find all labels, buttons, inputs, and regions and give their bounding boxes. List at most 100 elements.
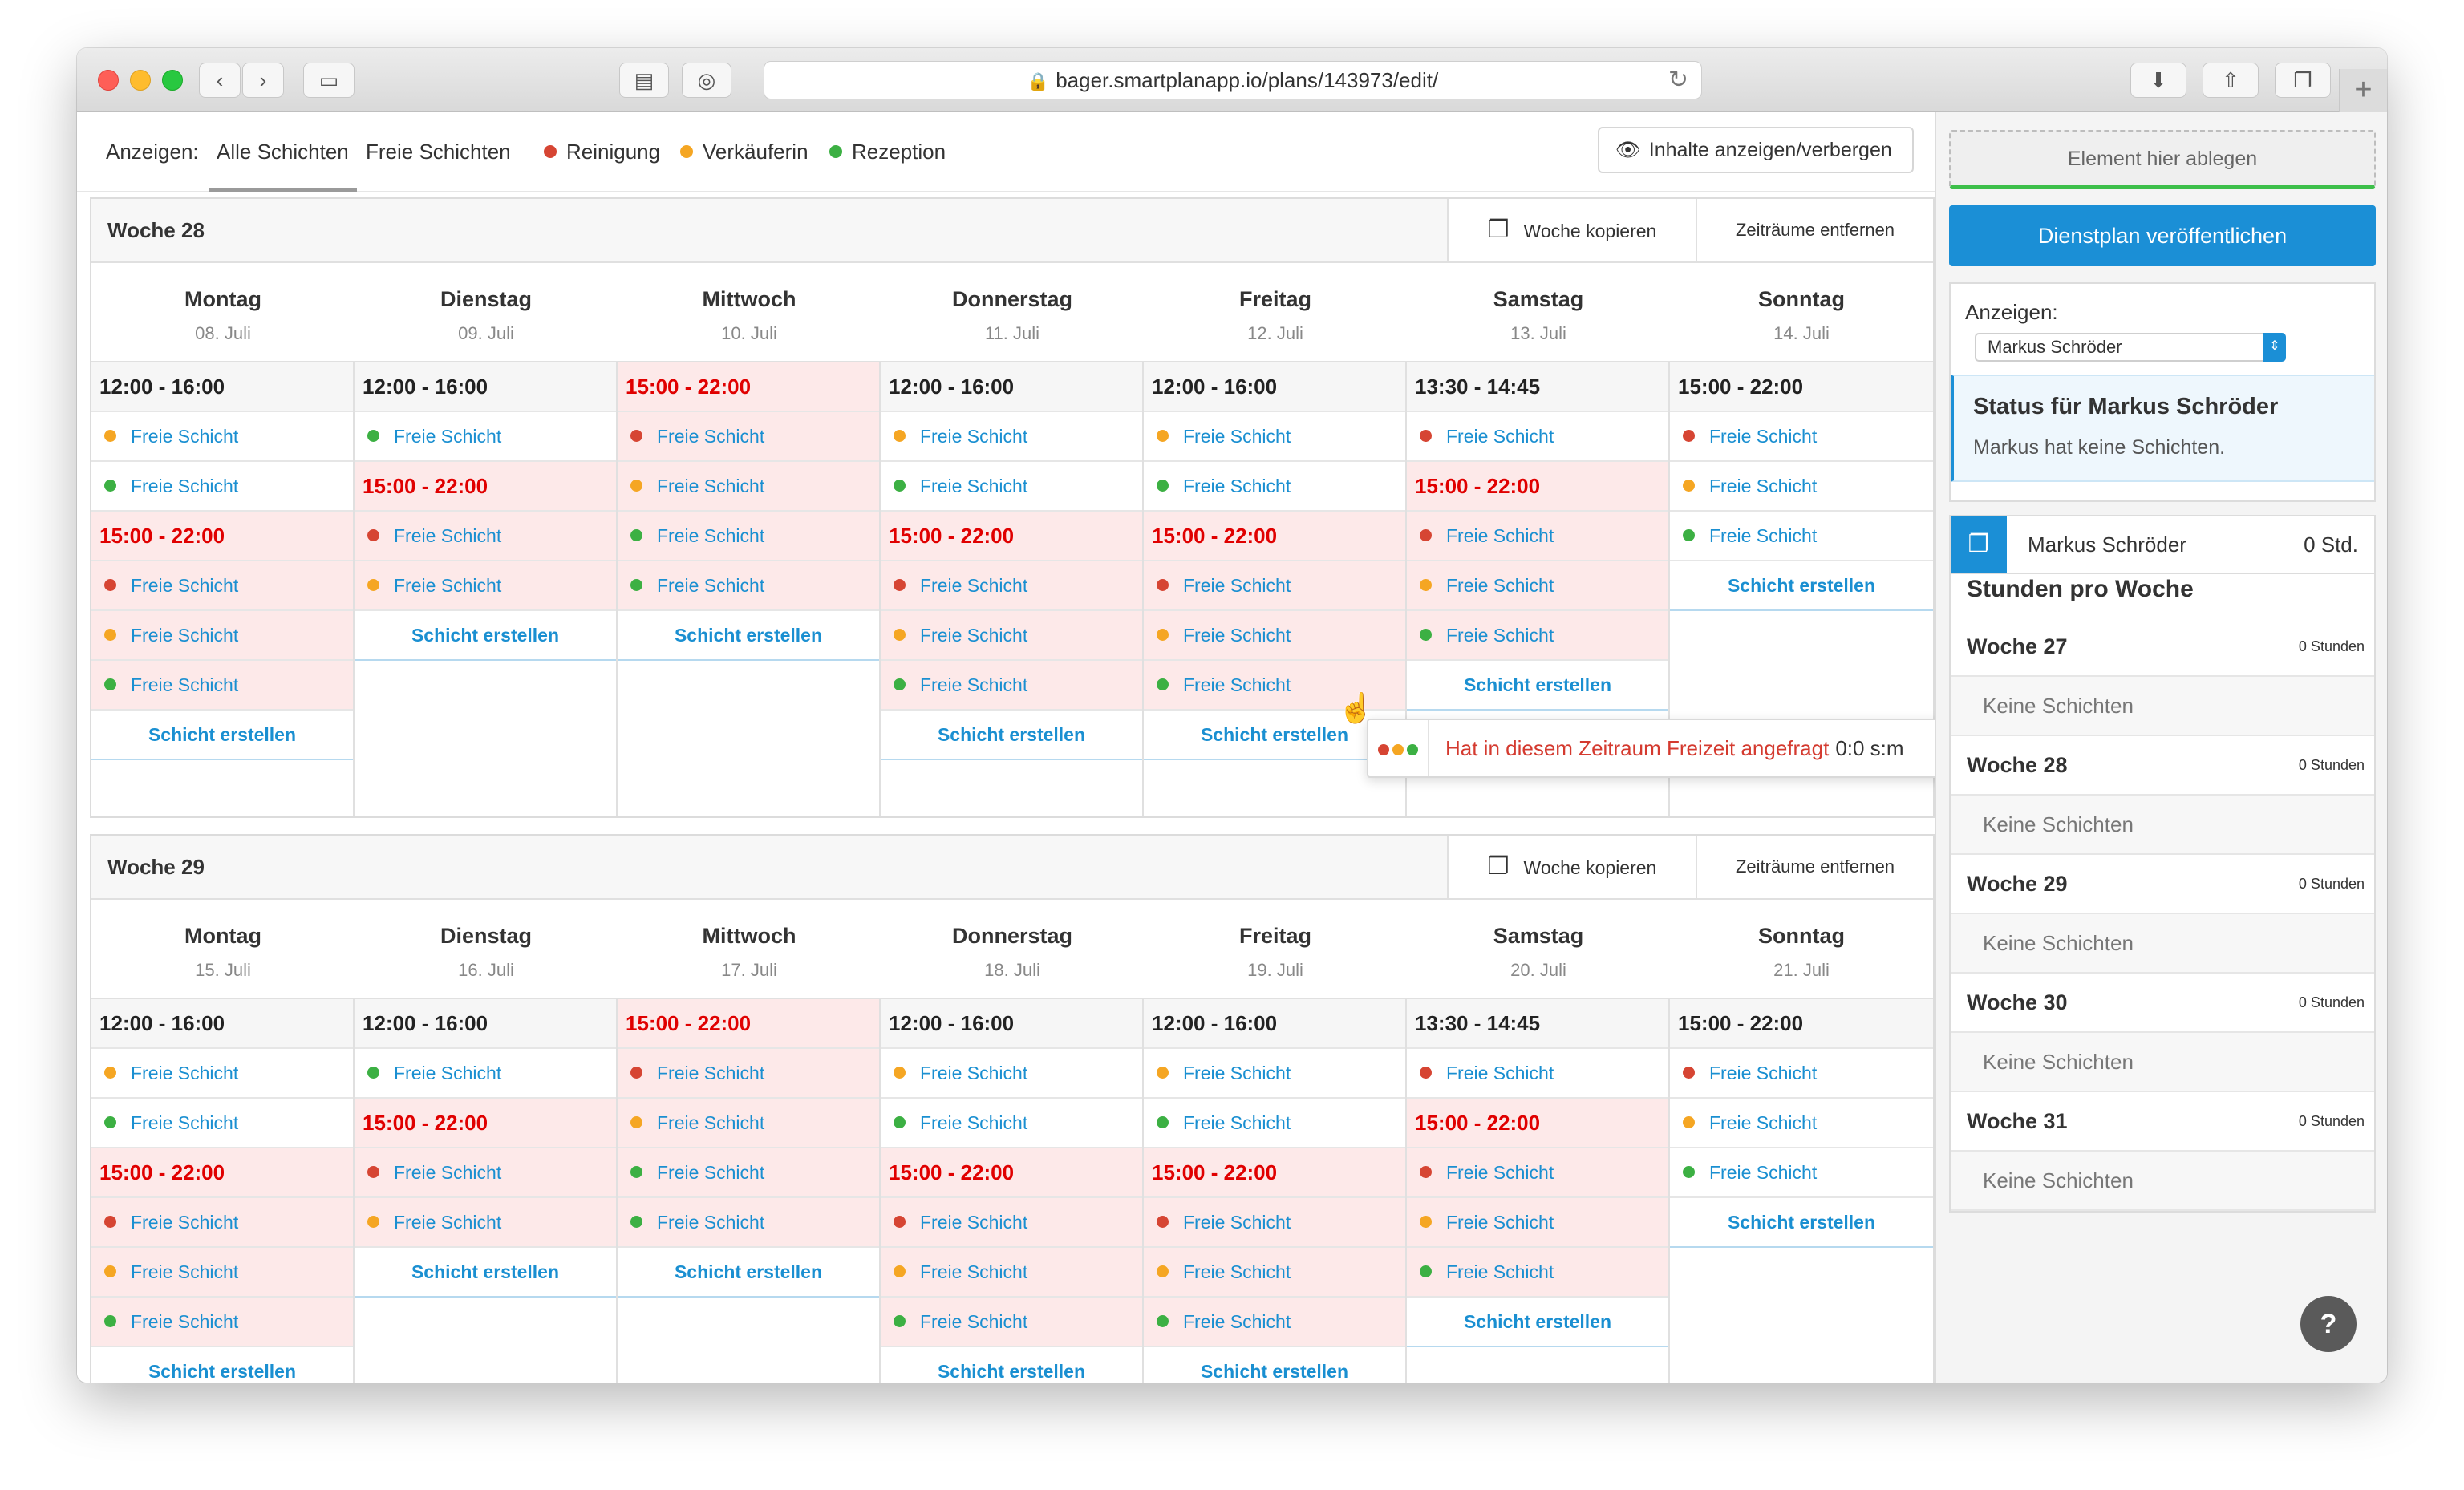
free-shift-item[interactable]: Freie Schicht bbox=[881, 1298, 1142, 1347]
free-shift-item[interactable]: Freie Schicht bbox=[355, 1198, 616, 1248]
free-shift-item[interactable]: Freie Schicht bbox=[618, 462, 879, 512]
filter-role-verkaeuferin[interactable]: Verkäuferin bbox=[680, 112, 808, 192]
shift-time-header[interactable]: 15:00 - 22:00 bbox=[1670, 999, 1933, 1049]
shift-time-group[interactable]: 15:00 - 22:00 bbox=[881, 512, 1142, 561]
free-shift-item[interactable]: Freie Schicht bbox=[881, 611, 1142, 661]
back-button[interactable]: ‹ bbox=[199, 63, 241, 98]
shift-time-header[interactable]: 13:30 - 14:45 bbox=[1407, 362, 1668, 412]
free-shift-item[interactable]: Freie Schicht bbox=[1670, 1148, 1933, 1198]
free-shift-item[interactable]: Freie Schicht bbox=[355, 412, 616, 462]
free-shift-item[interactable]: Freie Schicht bbox=[355, 561, 616, 611]
shift-time-header[interactable]: 12:00 - 16:00 bbox=[355, 362, 616, 412]
free-shift-item[interactable]: Freie Schicht bbox=[91, 1248, 353, 1298]
free-shift-item[interactable]: Freie Schicht bbox=[355, 512, 616, 561]
forward-button[interactable]: › bbox=[242, 63, 284, 98]
free-shift-item[interactable]: Freie Schicht bbox=[91, 661, 353, 711]
shift-time-header[interactable]: 12:00 - 16:00 bbox=[881, 999, 1142, 1049]
create-shift-button[interactable]: Schicht erstellen bbox=[91, 1347, 353, 1383]
address-bar[interactable]: 🔒 bager.smartplanapp.io/plans/143973/edit… bbox=[764, 61, 1702, 99]
shift-time-group[interactable]: 15:00 - 22:00 bbox=[1144, 512, 1405, 561]
free-shift-item[interactable]: Freie Schicht bbox=[91, 561, 353, 611]
shift-time-group[interactable]: 15:00 - 22:00 bbox=[1144, 1148, 1405, 1198]
free-shift-item[interactable]: Freie Schicht bbox=[881, 561, 1142, 611]
free-shift-item[interactable]: Freie Schicht bbox=[1407, 412, 1668, 462]
free-shift-item[interactable]: Freie Schicht bbox=[1407, 1049, 1668, 1099]
free-shift-item[interactable]: Freie Schicht bbox=[881, 1049, 1142, 1099]
free-shift-item[interactable]: Freie Schicht bbox=[1144, 1198, 1405, 1248]
week-hours-row[interactable]: Woche 30 0 Stunden bbox=[1951, 974, 2374, 1033]
create-shift-button[interactable]: Schicht erstellen bbox=[881, 711, 1142, 760]
free-shift-item[interactable]: Freie Schicht bbox=[355, 1148, 616, 1198]
free-shift-item[interactable]: Freie Schicht bbox=[618, 1148, 879, 1198]
shift-time-group[interactable]: 15:00 - 22:00 bbox=[1407, 462, 1668, 512]
free-shift-item[interactable]: Freie Schicht bbox=[91, 462, 353, 512]
toggle-content-button[interactable]: 👁 Inhalte anzeigen/verbergen bbox=[1598, 127, 1914, 173]
create-shift-button[interactable]: Schicht erstellen bbox=[1407, 1298, 1668, 1347]
free-shift-item[interactable]: Freie Schicht bbox=[1407, 611, 1668, 661]
help-button[interactable]: ? bbox=[2300, 1296, 2357, 1352]
create-shift-button[interactable]: Schicht erstellen bbox=[1144, 711, 1405, 760]
shift-time-header[interactable]: 12:00 - 16:00 bbox=[355, 999, 616, 1049]
free-shift-item[interactable]: Freie Schicht bbox=[1407, 1198, 1668, 1248]
create-shift-button[interactable]: Schicht erstellen bbox=[1407, 661, 1668, 711]
create-shift-button[interactable]: Schicht erstellen bbox=[881, 1347, 1142, 1383]
filter-free-shifts[interactable]: Freie Schichten bbox=[366, 140, 511, 164]
copy-week-button[interactable]: ❐ Woche kopieren bbox=[1447, 836, 1696, 898]
free-shift-item[interactable]: Freie Schicht bbox=[1144, 611, 1405, 661]
free-shift-item[interactable]: Freie Schicht bbox=[881, 1248, 1142, 1298]
free-shift-item[interactable]: Freie Schicht bbox=[91, 611, 353, 661]
password-button[interactable]: ◎ bbox=[682, 63, 732, 98]
create-shift-button[interactable]: Schicht erstellen bbox=[1144, 1347, 1405, 1383]
free-shift-item[interactable]: Freie Schicht bbox=[355, 1049, 616, 1099]
free-shift-item[interactable]: Freie Schicht bbox=[881, 412, 1142, 462]
free-shift-item[interactable]: Freie Schicht bbox=[91, 412, 353, 462]
shift-time-group[interactable]: 15:00 - 22:00 bbox=[355, 462, 616, 512]
week-hours-row[interactable]: Woche 29 0 Stunden bbox=[1951, 855, 2374, 914]
filter-role-reinigung[interactable]: Reinigung bbox=[544, 112, 660, 192]
drop-zone[interactable]: Element hier ablegen bbox=[1949, 130, 2376, 189]
shift-time-header[interactable]: 15:00 - 22:00 bbox=[1670, 362, 1933, 412]
close-window-button[interactable] bbox=[98, 70, 119, 91]
remove-periods-button[interactable]: Zeiträume entfernen bbox=[1696, 199, 1933, 261]
free-shift-item[interactable]: Freie Schicht bbox=[1144, 661, 1405, 711]
free-shift-item[interactable]: Freie Schicht bbox=[1670, 512, 1933, 561]
shift-time-group[interactable]: 15:00 - 22:00 bbox=[91, 1148, 353, 1198]
shift-time-header[interactable]: 15:00 - 22:00 bbox=[618, 362, 879, 412]
create-shift-button[interactable]: Schicht erstellen bbox=[355, 611, 616, 661]
shift-time-header[interactable]: 15:00 - 22:00 bbox=[618, 999, 879, 1049]
employee-select[interactable]: Markus Schröder ⇕ bbox=[1975, 333, 2286, 362]
reload-icon[interactable]: ↻ bbox=[1668, 67, 1688, 93]
free-shift-item[interactable]: Freie Schicht bbox=[1144, 561, 1405, 611]
free-shift-item[interactable]: Freie Schicht bbox=[618, 1099, 879, 1148]
create-shift-button[interactable]: Schicht erstellen bbox=[91, 711, 353, 760]
free-shift-item[interactable]: Freie Schicht bbox=[881, 1099, 1142, 1148]
free-shift-item[interactable]: Freie Schicht bbox=[1407, 512, 1668, 561]
shift-time-header[interactable]: 12:00 - 16:00 bbox=[881, 362, 1142, 412]
zoom-window-button[interactable] bbox=[162, 70, 183, 91]
free-shift-item[interactable]: Freie Schicht bbox=[1670, 412, 1933, 462]
shift-time-group[interactable]: 15:00 - 22:00 bbox=[1407, 1099, 1668, 1148]
tabs-overview-button[interactable]: ❐ bbox=[2275, 63, 2331, 98]
create-shift-button[interactable]: Schicht erstellen bbox=[618, 611, 879, 661]
free-shift-item[interactable]: Freie Schicht bbox=[618, 512, 879, 561]
filter-all-shifts[interactable]: Alle Schichten bbox=[209, 112, 357, 192]
free-shift-item[interactable]: Freie Schicht bbox=[1144, 1049, 1405, 1099]
free-shift-item[interactable]: Freie Schicht bbox=[1144, 1248, 1405, 1298]
shift-time-header[interactable]: 12:00 - 16:00 bbox=[91, 362, 353, 412]
shift-time-header[interactable]: 12:00 - 16:00 bbox=[91, 999, 353, 1049]
free-shift-item[interactable]: Freie Schicht bbox=[1407, 561, 1668, 611]
free-shift-item[interactable]: Freie Schicht bbox=[1670, 462, 1933, 512]
free-shift-item[interactable]: Freie Schicht bbox=[881, 1198, 1142, 1248]
copy-week-button[interactable]: ❐ Woche kopieren bbox=[1447, 199, 1696, 261]
free-shift-item[interactable]: Freie Schicht bbox=[618, 412, 879, 462]
free-shift-item[interactable]: Freie Schicht bbox=[1144, 412, 1405, 462]
week-hours-row[interactable]: Woche 27 0 Stunden bbox=[1951, 617, 2374, 677]
week-hours-row[interactable]: Woche 28 0 Stunden bbox=[1951, 736, 2374, 796]
free-shift-item[interactable]: Freie Schicht bbox=[618, 1049, 879, 1099]
create-shift-button[interactable]: Schicht erstellen bbox=[355, 1248, 616, 1298]
free-shift-item[interactable]: Freie Schicht bbox=[1670, 1099, 1933, 1148]
share-button[interactable]: ⇧ bbox=[2203, 63, 2259, 98]
remove-periods-button[interactable]: Zeiträume entfernen bbox=[1696, 836, 1933, 898]
minimize-window-button[interactable] bbox=[130, 70, 151, 91]
shift-time-group[interactable]: 15:00 - 22:00 bbox=[881, 1148, 1142, 1198]
